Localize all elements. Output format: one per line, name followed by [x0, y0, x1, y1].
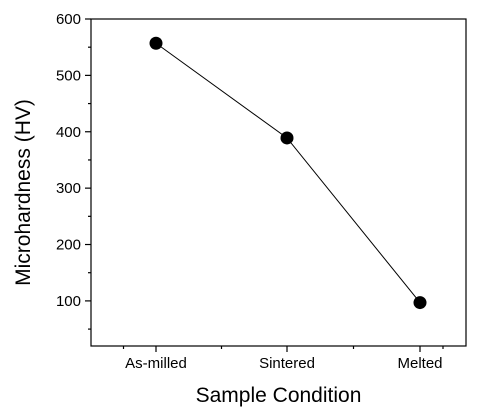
x-tick-label: As-milled — [125, 355, 187, 372]
y-axis-title: Microhardness (HV) — [12, 99, 35, 286]
x-tick-label: Melted — [397, 355, 442, 372]
x-axis-title: Sample Condition — [196, 384, 362, 407]
y-tick-label: 500 — [56, 67, 81, 84]
y-tick-label: 600 — [56, 11, 81, 28]
plot-frame — [90, 18, 467, 347]
x-tick-label: Sintered — [259, 355, 315, 372]
y-tick-label: 100 — [56, 293, 81, 310]
series-line — [155, 42, 421, 303]
y-tick-label: 200 — [56, 237, 81, 254]
y-tick-label: 300 — [56, 180, 81, 197]
ticks: 100 200 300 400 500 600 As-milled Sintered Melte… — [56, 11, 444, 372]
series-line-group — [155, 42, 421, 303]
data-points — [149, 36, 427, 310]
y-tick-label: 400 — [56, 124, 81, 141]
data-point — [149, 36, 163, 50]
data-point — [413, 296, 427, 310]
axes — [90, 18, 467, 347]
data-point — [280, 131, 294, 145]
